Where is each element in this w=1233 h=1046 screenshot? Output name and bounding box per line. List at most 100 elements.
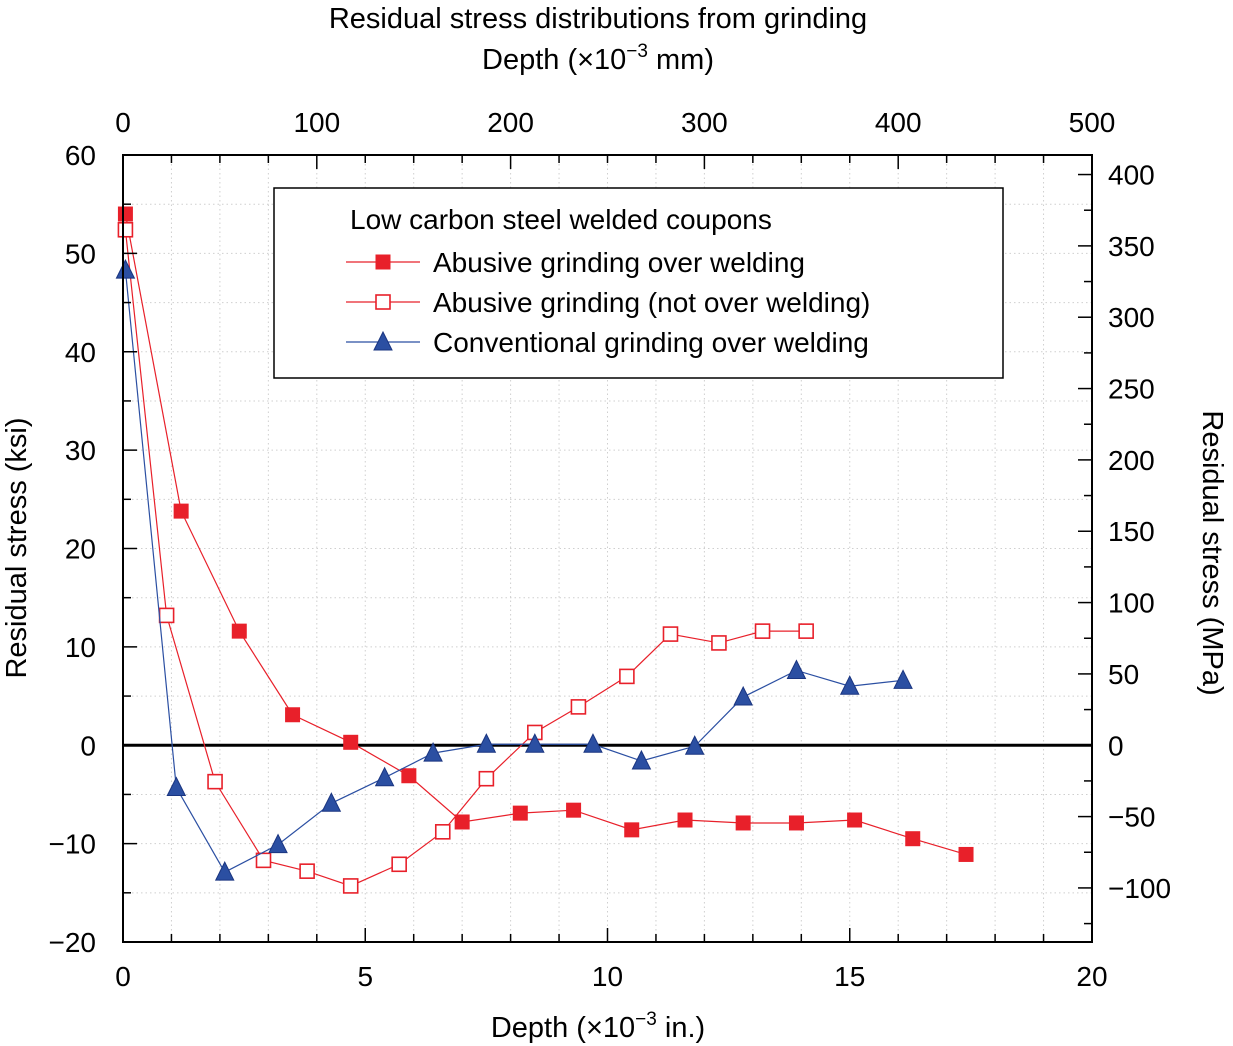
data-point: [847, 812, 863, 828]
legend-marker: [375, 254, 391, 270]
x-axis-label-main: Depth (×10: [491, 1012, 635, 1044]
top-axis-label-exponent: −3: [626, 41, 648, 62]
data-point: [525, 733, 545, 753]
data-point: [158, 607, 175, 624]
x-tick-label: 15: [834, 961, 865, 992]
legend-label: Abusive grinding over welding: [433, 247, 805, 278]
data-point: [255, 852, 272, 869]
x-axis-label: Depth (×10−3 in.): [491, 1009, 705, 1044]
right-tick-label: 400: [1108, 160, 1155, 191]
data-point: [735, 815, 751, 831]
data-point: [788, 815, 804, 831]
right-tick-label: 350: [1108, 231, 1155, 262]
data-point: [476, 733, 497, 753]
data-point: [117, 221, 134, 238]
data-point: [677, 812, 693, 828]
top-tick-label: 500: [1069, 107, 1116, 138]
data-point: [115, 258, 136, 279]
data-point: [798, 623, 814, 639]
legend-item-1: Abusive grinding over welding: [346, 247, 805, 278]
series-line: [124, 270, 904, 873]
y-tick-label: 0: [80, 730, 96, 761]
right-tick-label: 50: [1108, 659, 1139, 690]
y-tick-label: 60: [65, 140, 96, 171]
x-tick-label: 10: [592, 961, 623, 992]
top-tick-label: 400: [875, 107, 922, 138]
data-point: [512, 805, 528, 821]
y-tick-label: 20: [65, 534, 96, 565]
legend-items: Abusive grinding over welding Abusive gri…: [346, 247, 870, 358]
data-point: [839, 675, 860, 695]
data-point: [624, 822, 640, 838]
top-tick-label: 100: [293, 107, 340, 138]
data-point: [268, 833, 288, 854]
data-point: [434, 824, 451, 840]
data-point: [905, 831, 921, 847]
right-tick-label: 250: [1108, 374, 1155, 405]
data-point: [299, 863, 315, 879]
legend-marker: [375, 294, 391, 310]
x-tick-label: 5: [357, 961, 373, 992]
x-axis-label-exponent: −3: [635, 1009, 657, 1030]
legend-marker: [373, 330, 393, 351]
top-axis-label: Depth (×10−3 mm): [482, 41, 714, 76]
data-point: [374, 766, 395, 787]
y-tick-label: 10: [65, 632, 96, 663]
right-axis-label: Residual stress (MPa): [1196, 410, 1228, 695]
data-point: [117, 206, 133, 222]
y-tick-label: −10: [49, 829, 97, 860]
data-point: [566, 802, 582, 818]
data-series: [115, 206, 974, 894]
legend-item-2: Abusive grinding (not over welding): [346, 287, 870, 318]
data-point: [391, 856, 407, 873]
right-tick-label: 0: [1108, 730, 1124, 761]
right-tick-label: 100: [1108, 588, 1155, 619]
data-point: [231, 623, 247, 639]
data-point: [401, 768, 417, 784]
data-point: [173, 503, 189, 519]
data-point: [214, 861, 235, 881]
data-point: [343, 734, 359, 750]
y-tick-label: 40: [65, 337, 96, 368]
data-point: [893, 669, 913, 689]
y-tick-label: 50: [65, 238, 96, 269]
x-tick-label: 20: [1076, 961, 1107, 992]
series-line: [124, 213, 967, 856]
x-tick-label: 0: [115, 961, 131, 992]
legend: Low carbon steel welded coupons Abusive …: [273, 187, 1004, 379]
x-axis-label-suffix: in.): [657, 1012, 705, 1044]
top-tick-label: 300: [681, 107, 728, 138]
legend-label: Conventional grinding over welding: [433, 327, 869, 358]
y-tick-label: 30: [65, 435, 96, 466]
data-point: [958, 846, 974, 862]
data-point: [631, 749, 652, 770]
data-point: [166, 776, 187, 797]
data-point: [423, 742, 443, 762]
right-tick-label: 200: [1108, 445, 1155, 476]
y-tick-label: −20: [49, 927, 97, 958]
data-point: [478, 770, 495, 787]
right-tick-label: −50: [1108, 802, 1156, 833]
legend-title: Low carbon steel welded coupons: [350, 204, 772, 235]
tick-labels: 0 5 10 15 20 −20 −10 0 10 20 30 40 50 60 0 100 200 300 400…: [49, 107, 1172, 992]
legend-box: [273, 187, 1004, 379]
data-point: [570, 699, 587, 715]
series-2: [117, 221, 814, 894]
y-axis-label: Residual stress (ksi): [1, 417, 33, 678]
data-point: [619, 668, 635, 685]
data-point: [786, 659, 807, 679]
legend-item-3: Conventional grinding over welding: [346, 327, 869, 358]
series-3: [115, 258, 913, 881]
axis-ticks: [122, 154, 1093, 943]
data-point: [342, 878, 359, 894]
data-point: [684, 735, 705, 755]
data-point: [583, 733, 603, 753]
data-point: [711, 635, 727, 651]
data-point: [207, 773, 223, 790]
right-tick-label: 300: [1108, 302, 1155, 333]
data-point: [662, 626, 679, 642]
data-point: [733, 685, 753, 706]
series-1: [117, 206, 974, 862]
top-tick-label: 0: [115, 107, 131, 138]
